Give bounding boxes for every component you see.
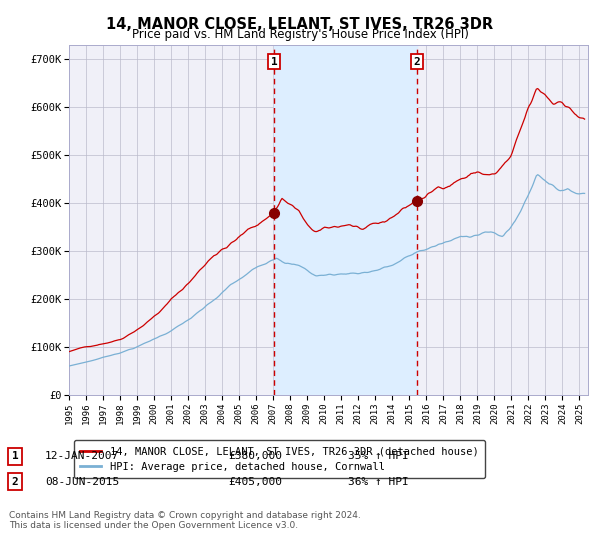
Text: This data is licensed under the Open Government Licence v3.0.: This data is licensed under the Open Gov… [9,521,298,530]
Text: 36% ↑ HPI: 36% ↑ HPI [348,477,409,487]
Text: £380,000: £380,000 [228,451,282,461]
Text: 1: 1 [271,57,277,67]
Text: 08-JUN-2015: 08-JUN-2015 [45,477,119,487]
Text: £405,000: £405,000 [228,477,282,487]
Text: 2: 2 [11,477,19,487]
Text: Price paid vs. HM Land Registry's House Price Index (HPI): Price paid vs. HM Land Registry's House … [131,28,469,41]
Legend: 14, MANOR CLOSE, LELANT, ST IVES, TR26 3DR (detached house), HPI: Average price,: 14, MANOR CLOSE, LELANT, ST IVES, TR26 3… [74,440,485,478]
Text: 2: 2 [413,57,420,67]
Text: 35% ↑ HPI: 35% ↑ HPI [348,451,409,461]
Text: 12-JAN-2007: 12-JAN-2007 [45,451,119,461]
Bar [274,45,417,395]
Text: Contains HM Land Registry data © Crown copyright and database right 2024.: Contains HM Land Registry data © Crown c… [9,511,361,520]
Text: 1: 1 [11,451,19,461]
Text: 14, MANOR CLOSE, LELANT, ST IVES, TR26 3DR: 14, MANOR CLOSE, LELANT, ST IVES, TR26 3… [106,17,494,32]
